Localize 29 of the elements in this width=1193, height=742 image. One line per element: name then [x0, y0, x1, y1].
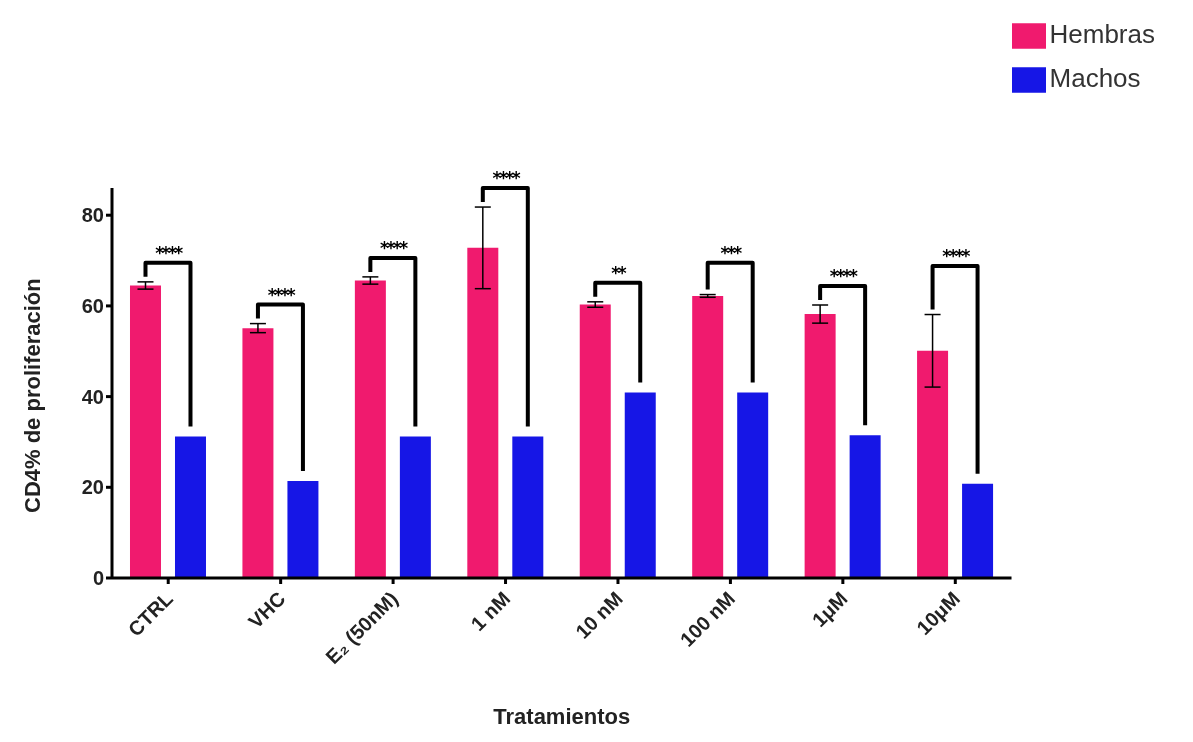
x-tick-label: 100 nM [675, 587, 740, 651]
bar [174, 436, 206, 578]
bar [512, 436, 544, 578]
legend-label: Machos [1049, 63, 1141, 93]
annotation: **** [829, 266, 859, 286]
x-tick-label: 1 nM [466, 587, 515, 636]
bar [399, 436, 431, 578]
annotation: **** [267, 284, 296, 305]
bar [849, 435, 881, 578]
annotation: **** [380, 237, 409, 258]
bar [962, 483, 994, 578]
x-axis-title: Tratamientos [493, 704, 631, 729]
annotation: **** [155, 242, 184, 263]
bar [737, 392, 769, 578]
x-tick-label: 10 nM [571, 587, 627, 643]
y-tick-label: 40 [81, 385, 104, 408]
bar [287, 480, 319, 578]
y-tick-label: 0 [92, 567, 104, 590]
annotation: ** [611, 262, 627, 283]
bar [624, 392, 656, 578]
annotation: **** [492, 168, 521, 189]
y-tick-label: 80 [81, 204, 104, 227]
y-axis-title: CD4% de proliferación [19, 278, 45, 513]
legend-label: Hembras [1049, 19, 1155, 49]
annotation: *** [720, 242, 743, 263]
y-tick-label: 60 [81, 295, 104, 318]
x-tick-label: VHC [244, 587, 290, 633]
y-tick-label: 20 [81, 476, 104, 499]
annotation: **** [942, 246, 971, 266]
